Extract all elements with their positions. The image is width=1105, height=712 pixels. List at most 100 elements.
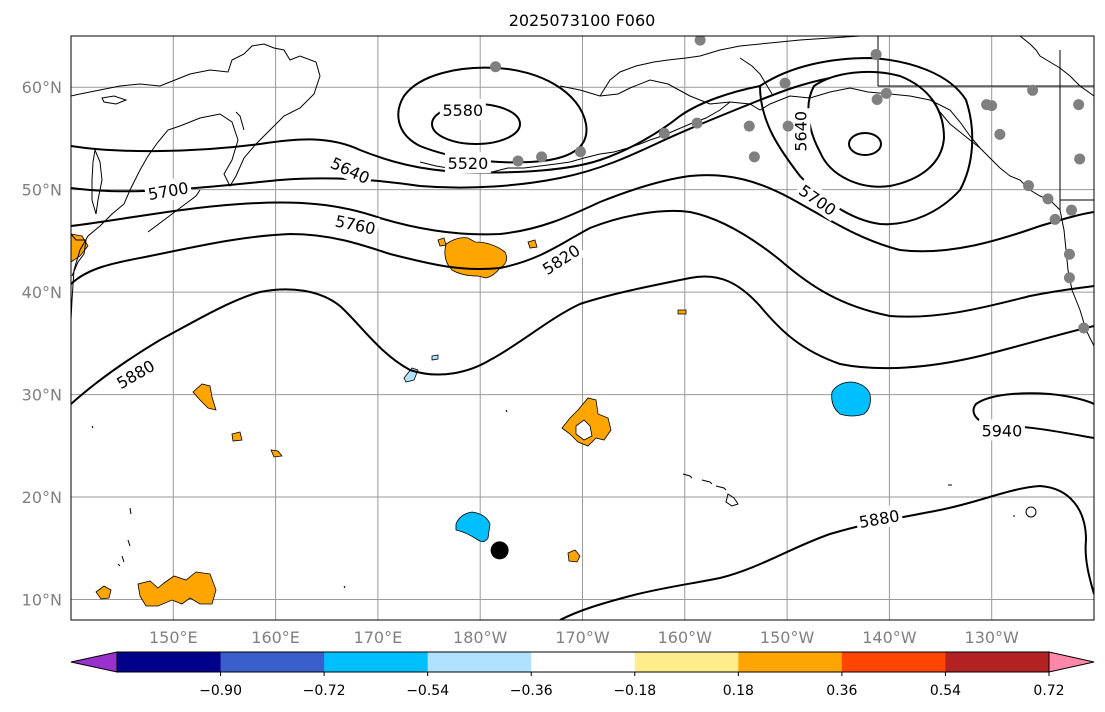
colorbar-tick-label: −0.54 [406, 683, 449, 699]
colorbar-extend-low [70, 651, 118, 673]
colorbar-outline [116, 651, 1050, 673]
contour-label-text: 5520 [448, 154, 489, 173]
colorbar-segment [324, 652, 429, 672]
x-tick-label: 170°W [555, 628, 610, 647]
orange-blob-south [567, 549, 581, 563]
station-dot [1093, 301, 1094, 306]
contour-label: 5700 [143, 175, 193, 205]
station-dot [1063, 272, 1075, 284]
contour-label-halo [535, 237, 586, 281]
orange-blob-aleutian-small [437, 237, 447, 247]
y-tick-label: 50°N [22, 181, 62, 200]
blue-blob-subtropical-east [831, 381, 871, 417]
contour-label-halo [325, 150, 376, 190]
map-frame [70, 35, 1095, 621]
station-dot [880, 87, 892, 99]
y-tick-label: 40°N [22, 283, 62, 302]
coast-small-ring [948, 484, 1037, 518]
contour-label-halo [444, 152, 491, 174]
station-dot [1042, 193, 1054, 205]
station-dot [658, 127, 670, 139]
coast-alaska-interior [739, 57, 981, 149]
coast-alaska-border [877, 36, 1094, 210]
station-dot [871, 94, 883, 106]
x-tick-label: 140°W [862, 628, 917, 647]
contour-label-halo [439, 98, 486, 120]
colorbar [70, 651, 1095, 673]
station-dot [536, 151, 548, 163]
contour-label-halo [143, 175, 193, 205]
contour-5700-east [758, 56, 974, 226]
contour-label-halo [330, 208, 381, 240]
colorbar-segment [427, 652, 532, 672]
coast-siberia [71, 43, 321, 321]
colorbar-tick-label: −0.90 [199, 683, 242, 699]
colorbar-tick-label: 0.18 [723, 683, 754, 699]
x-tick-label: 160°W [658, 628, 713, 647]
station-dot [1063, 248, 1075, 260]
colorbar-segment [220, 652, 325, 672]
colorbar-segment [738, 652, 843, 672]
longitude-tick-labels: 150°E 160°E 170°E 180°W 170°W 160°W 150°W 140°W… [149, 628, 1019, 647]
contour-5940 [972, 392, 1094, 439]
contour-5820 [71, 209, 1094, 318]
white-hole-central [575, 419, 593, 441]
lightblue-blob-tiny [431, 354, 439, 361]
station-dot [1049, 213, 1061, 225]
x-tick-label: 130°W [965, 628, 1020, 647]
orange-blob-small-2 [270, 449, 283, 458]
colorbar-segment [841, 652, 946, 672]
x-tick-label: 150°E [149, 628, 198, 647]
coast-hawaii [682, 473, 739, 507]
station-dot [1027, 84, 1039, 96]
x-tick-label: 180°W [453, 628, 508, 647]
colorbar-segment [117, 652, 222, 672]
colorbar-tick-labels: −0.90 −0.72 −0.54 −0.36 −0.18 0.18 0.36 0.54 0.7… [199, 672, 1065, 699]
contour-5700 [71, 77, 831, 193]
orange-blob-aleutian-east [527, 239, 538, 249]
coast-japan-north [71, 233, 87, 277]
station-dot [574, 146, 586, 158]
y-tick-label: 10°N [22, 591, 62, 610]
colorbar-tick-label: −0.36 [510, 683, 553, 699]
colorbar-extend-high [1048, 651, 1095, 673]
station-dot [490, 61, 502, 73]
contour-label-text: 5580 [442, 101, 483, 120]
contour-5640-east [807, 70, 946, 188]
coast-canada-mountains [1019, 36, 1094, 97]
contour-5760 [71, 174, 1094, 253]
station-dot [1065, 204, 1077, 216]
colorbar-tick-label: 0.54 [930, 683, 961, 699]
contour-label-halo [854, 503, 904, 533]
orange-blob-subtropical-west [192, 383, 217, 411]
colorbar-tick-label: 0.72 [1033, 683, 1064, 699]
colorbar-segment [531, 652, 636, 672]
station-dot [782, 120, 794, 132]
contour-inner-low-east [848, 132, 882, 156]
y-tick-label: 60°N [22, 78, 62, 97]
colorbar-segment [945, 652, 1050, 672]
station-dot [743, 120, 755, 132]
typhoon-center-marker [490, 541, 509, 560]
coast-siberia-inner [101, 95, 245, 131]
station-dot [994, 128, 1006, 140]
colorbar-tick-label: −0.72 [303, 683, 346, 699]
station-dot [1073, 99, 1085, 111]
x-tick-label: 150°W [760, 628, 815, 647]
orange-blob-small-1 [231, 431, 243, 442]
blue-blob-near-marker [455, 511, 491, 542]
contour-label: 5640 [789, 108, 811, 155]
contour-label-text: 5640 [791, 111, 810, 152]
x-tick-label: 170°E [354, 628, 403, 647]
colorbar-tick-label: −0.18 [613, 683, 656, 699]
station-dot [691, 117, 703, 129]
coast-alaska-north [599, 36, 861, 97]
station-dot [1074, 153, 1086, 165]
orange-blob-dot [677, 309, 687, 315]
x-tick-label: 160°E [251, 628, 300, 647]
contour-5580 [397, 66, 588, 164]
station-dot [1023, 180, 1035, 192]
y-tick-label: 30°N [22, 386, 62, 405]
graticule [71, 36, 1094, 620]
